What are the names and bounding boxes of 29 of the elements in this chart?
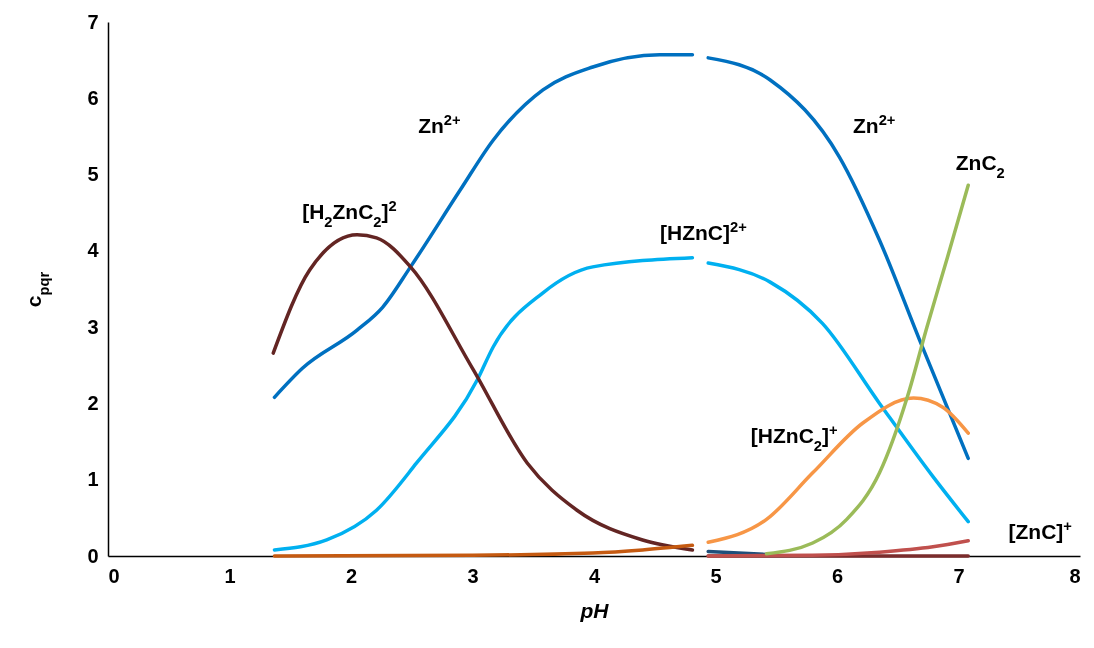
- y-tick-label: 1: [87, 468, 99, 491]
- series-label: Zn$^{2+}$: [853, 112, 896, 138]
- y-tick-label: 2: [87, 391, 99, 414]
- y-tick-label: 4: [87, 239, 100, 262]
- y-tick-label: 7: [87, 10, 99, 33]
- x-tick-label: 1: [224, 564, 236, 587]
- x-tick-label: 6: [831, 564, 844, 587]
- series-label: [ZnC]$^{+}$: [1008, 517, 1072, 543]
- y-tick-label: 6: [87, 86, 99, 109]
- line-series: [706, 261, 970, 524]
- line-series: [706, 538, 970, 558]
- x-tick-label: 8: [1069, 564, 1081, 587]
- x-tick-label: 2: [345, 564, 358, 587]
- series-label: [H$_{2}$ZnC$_{2}$]$^{2}$: [302, 197, 397, 230]
- x-tick-label: 4: [588, 564, 601, 587]
- y-tick-label: 0: [87, 544, 99, 567]
- series-label: Zn$^{2+}$: [418, 111, 461, 137]
- x-tick-label: 3: [467, 564, 479, 587]
- y-tick-label: 3: [87, 315, 99, 338]
- series-label: ZnC$_{2}$: [955, 151, 1005, 182]
- series-label: [HZnC$_{2}$]$^{+}$: [750, 422, 838, 455]
- x-tick-label: 7: [953, 564, 965, 587]
- y-tick-label: 5: [87, 163, 99, 186]
- x-axis-title: pH: [579, 598, 610, 622]
- x-tick-label: 0: [108, 564, 120, 587]
- line-series: [706, 396, 970, 545]
- series-label: [HZnC]$^{2+}$: [660, 218, 747, 244]
- line-series: [272, 543, 695, 558]
- x-tick-label: 5: [710, 564, 722, 587]
